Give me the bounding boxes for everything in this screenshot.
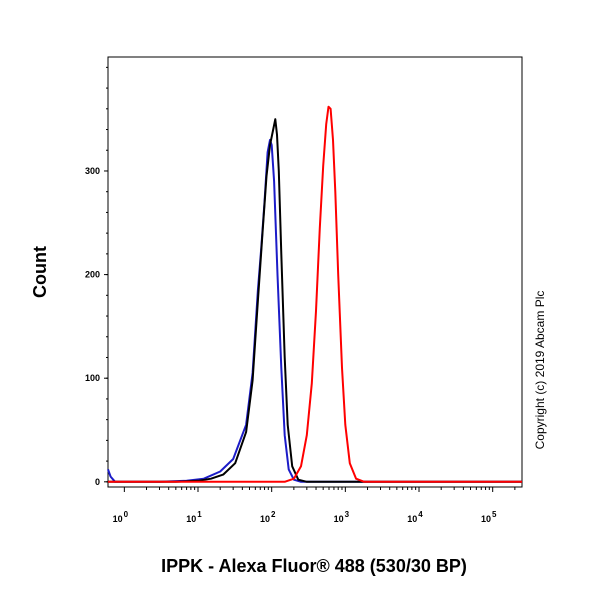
y-axis-ticks: 0 100 200 300 <box>85 66 108 487</box>
y-tick-label: 0 <box>95 477 100 487</box>
y-tick-label: 100 <box>85 373 100 383</box>
x-axis-title: IPPK - Alexa Fluor® 488 (530/30 BP) <box>161 556 467 576</box>
x-tick-label: 100 <box>113 510 129 524</box>
x-tick-label: 103 <box>334 510 350 524</box>
series-line-2 <box>108 118 522 483</box>
copyright-notice: Copyright (c) 2019 Abcam Plc <box>533 291 547 450</box>
x-tick-label: 101 <box>186 510 202 524</box>
y-tick-label: 300 <box>85 166 100 176</box>
y-tick-label: 200 <box>85 270 100 280</box>
plot-frame <box>107 56 523 488</box>
y-axis-title: Count <box>30 246 50 298</box>
x-tick-label: 105 <box>481 510 497 524</box>
series-line-1 <box>107 138 522 483</box>
series-line-3 <box>108 105 522 483</box>
x-tick-label: 102 <box>260 510 276 524</box>
x-tick-label: 104 <box>407 510 423 524</box>
x-axis-ticks: 100 101 102 103 104 105 <box>113 487 516 524</box>
series-layer <box>107 105 522 483</box>
